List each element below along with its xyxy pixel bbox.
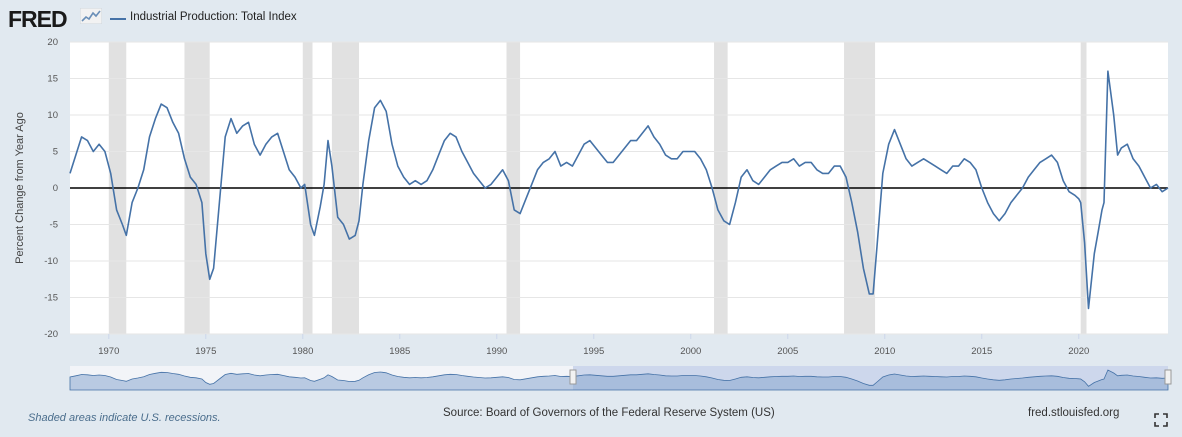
source-text: Source: Board of Governors of the Federa…: [443, 407, 775, 419]
y-tick-label: -15: [44, 293, 58, 304]
fred-chart-icon: [80, 8, 102, 24]
y-tick-label: 10: [47, 110, 58, 121]
y-tick-label: -20: [44, 329, 58, 340]
x-tick-label: 1990: [486, 346, 507, 357]
legend-label: Industrial Production: Total Index: [130, 11, 297, 23]
y-tick-label: 20: [47, 37, 58, 48]
x-tick-label: 2015: [971, 346, 992, 357]
recession-note: Shaded areas indicate U.S. recessions.: [28, 412, 221, 424]
series-line-industrial-production[interactable]: [69, 70, 1169, 310]
navigator-handle-left[interactable]: [569, 369, 577, 385]
x-tick-label: 1980: [292, 346, 313, 357]
fred-logo[interactable]: FRED: [8, 6, 68, 32]
source-url-link[interactable]: fred.stlouisfed.org: [1028, 407, 1120, 419]
y-axis-title: Percent Change from Year Ago: [14, 112, 26, 264]
y-axis-ticks: 20 15 10 5 0 -5 -10 -15 -20: [44, 37, 58, 340]
gridlines: [70, 41, 1168, 335]
x-tick-label: 2010: [874, 346, 895, 357]
x-tick-label: 1985: [389, 346, 410, 357]
y-tick-label: 0: [53, 183, 58, 194]
range-navigator[interactable]: [69, 366, 1172, 391]
x-tick-label: 1975: [195, 346, 216, 357]
navigator-handle-right[interactable]: [1164, 369, 1172, 385]
fullscreen-icon[interactable]: [1154, 413, 1168, 427]
chart-header: FRED Industrial Production: Total Index: [0, 0, 1182, 36]
x-tick-label: 1970: [98, 346, 119, 357]
y-tick-label: 15: [47, 74, 58, 85]
x-axis-ticks: 1970 1975 1980 1985 1990 1995 2000 2005 2010 2015…: [98, 334, 1089, 357]
legend-swatch: [110, 18, 126, 20]
x-tick-label: 2005: [777, 346, 798, 357]
x-tick-label: 2000: [680, 346, 701, 357]
y-tick-label: -5: [50, 220, 58, 231]
x-tick-label: 2020: [1068, 346, 1089, 357]
x-tick-label: 1995: [583, 346, 604, 357]
navigator-series-area: [69, 369, 1169, 391]
y-tick-label: 5: [53, 147, 58, 158]
y-tick-label: -10: [44, 256, 58, 267]
